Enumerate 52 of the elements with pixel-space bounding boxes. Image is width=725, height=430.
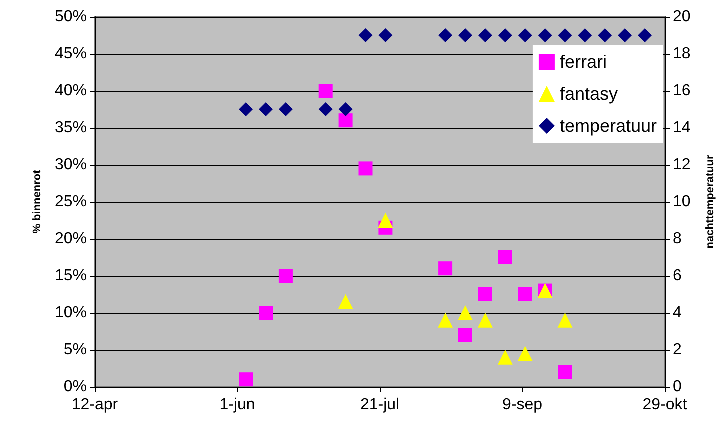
y2-tick-label: 2	[673, 342, 682, 358]
point	[498, 350, 513, 365]
point	[478, 288, 492, 302]
point	[458, 306, 473, 320]
y-axis-title: % binnenrot	[32, 170, 44, 234]
point	[239, 372, 254, 387]
x-tick-label: 1-jun	[220, 396, 256, 414]
point	[558, 312, 573, 328]
point	[318, 84, 333, 98]
x-tick-label: 12-apr	[72, 396, 119, 414]
y2-tick-label: 4	[673, 304, 682, 322]
x-tick-label: 29-okt	[642, 396, 688, 414]
y2-tick-label: 6	[673, 268, 682, 284]
legend-label: temperatuur	[560, 116, 658, 136]
point	[338, 294, 354, 310]
y2-tick-label: 8	[673, 230, 682, 248]
y2-tick-label: 10	[673, 194, 691, 210]
y-tick-label: 45%	[54, 46, 87, 62]
y-tick-label: 35%	[54, 120, 87, 136]
point	[438, 312, 454, 328]
y-tick-label: 0%	[64, 378, 87, 396]
y-tick-label: 50%	[54, 8, 87, 26]
point	[458, 328, 472, 342]
point	[438, 262, 453, 276]
x-tick-label: 9-sep	[502, 396, 543, 414]
point	[278, 269, 293, 283]
y-tick-label: 20%	[54, 230, 87, 248]
y-tick-label: 40%	[54, 82, 87, 100]
y2-tick-label: 20	[673, 8, 691, 26]
y-tick-label: 5%	[64, 342, 87, 358]
y-tick-label: 30%	[54, 156, 87, 174]
y2-axis-title: nachttemperatuur	[704, 154, 716, 249]
point	[338, 114, 353, 128]
point	[558, 365, 572, 380]
legend-label: ferrari	[560, 52, 607, 72]
point	[518, 346, 533, 362]
point	[378, 213, 394, 228]
x-tick-label: 21-jul	[360, 396, 400, 414]
y-tick-label: 25%	[54, 194, 87, 210]
point	[259, 306, 273, 320]
y-tick-label: 15%	[54, 268, 87, 284]
y2-tick-label: 18	[673, 46, 691, 62]
y-tick-label: 10%	[54, 304, 87, 322]
point	[478, 312, 493, 328]
legend-label: fantasy	[560, 84, 618, 104]
point	[518, 288, 532, 302]
y2-tick-label: 0	[673, 378, 682, 396]
y2-tick-label: 12	[673, 156, 691, 174]
point	[498, 250, 512, 264]
y2-tick-label: 16	[673, 82, 691, 100]
y2-tick-label: 14	[673, 120, 691, 136]
point	[358, 162, 373, 176]
